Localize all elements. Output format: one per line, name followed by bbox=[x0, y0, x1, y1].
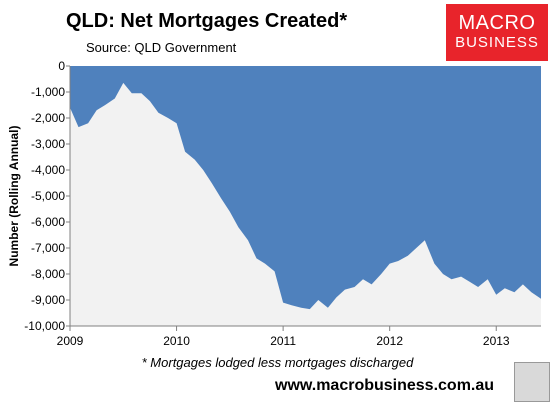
y-tick-label: -5,000 bbox=[31, 189, 65, 203]
y-tick-label: -10,000 bbox=[24, 319, 65, 333]
x-tick-label: 2012 bbox=[376, 334, 403, 348]
y-tick-label: -7,000 bbox=[31, 241, 65, 255]
y-tick-label: 0 bbox=[58, 59, 65, 73]
y-tick-label: -2,000 bbox=[31, 111, 65, 125]
y-axis-label: Number (Rolling Annual) bbox=[7, 126, 21, 267]
logo-line-1: MACRO bbox=[458, 12, 536, 34]
chart-title: QLD: Net Mortgages Created* bbox=[66, 10, 348, 32]
y-tick-label: -6,000 bbox=[31, 215, 65, 229]
x-tick-label: 2013 bbox=[483, 334, 510, 348]
x-tick-label: 2011 bbox=[270, 334, 296, 348]
website-url[interactable]: www.macrobusiness.com.au bbox=[275, 377, 495, 394]
y-tick-label: -8,000 bbox=[31, 267, 65, 281]
macrobusiness-logo: MACRO BUSINESS bbox=[446, 4, 548, 61]
logo-line-2: BUSINESS bbox=[455, 34, 539, 51]
series-area-0 bbox=[70, 66, 541, 310]
x-tick-label: 2010 bbox=[163, 334, 190, 348]
wolf-logo-icon bbox=[514, 362, 550, 402]
x-tick-label: 2009 bbox=[57, 334, 84, 348]
y-tick-label: -3,000 bbox=[31, 137, 65, 151]
y-tick-label: -4,000 bbox=[31, 163, 65, 177]
footnote: * Mortgages lodged less mortgages discha… bbox=[141, 355, 414, 370]
chart-source: Source: QLD Government bbox=[86, 40, 237, 55]
y-tick-label: -9,000 bbox=[31, 293, 65, 307]
y-tick-label: -1,000 bbox=[31, 85, 65, 99]
